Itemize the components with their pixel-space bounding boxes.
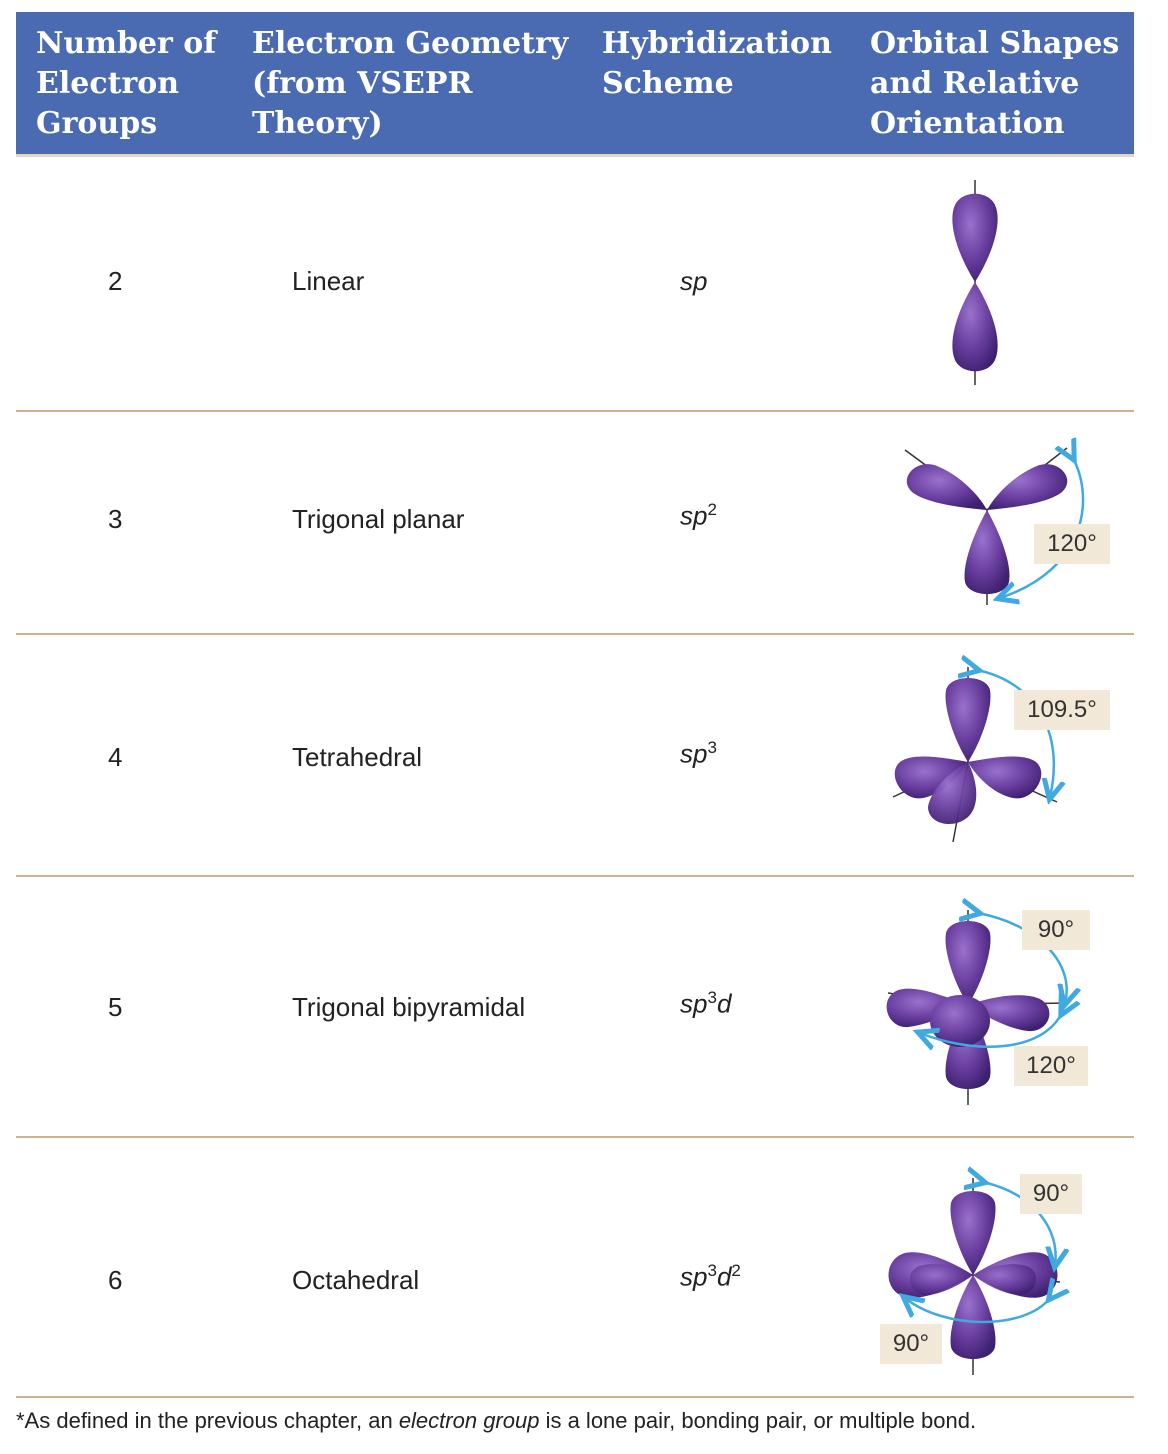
electron-groups-value: 4 xyxy=(108,742,123,772)
row-divider xyxy=(16,1136,1134,1138)
footnote: *As defined in the previous chapter, an … xyxy=(16,1408,977,1433)
geometry-value: Octahedral xyxy=(292,1265,420,1295)
row-divider xyxy=(16,633,1134,635)
hybridization-value: sp3d xyxy=(680,988,732,1019)
electron-groups-value: 3 xyxy=(108,504,123,534)
linear-orbital-diagram xyxy=(952,180,998,385)
geometry-value: Tetrahedral xyxy=(292,742,423,772)
header-electron-groups: Number of Electron Groups xyxy=(36,26,217,141)
angle-label: 90° xyxy=(1022,910,1090,950)
angle-label: 120° xyxy=(1014,1046,1088,1086)
geometry-value: Trigonal bipyramidal xyxy=(292,992,526,1022)
angle-label: 90° xyxy=(880,1324,942,1364)
header-hybridization: Hybridization Scheme xyxy=(602,26,832,101)
row-divider xyxy=(16,410,1134,412)
hybridization-value: sp2 xyxy=(680,500,717,531)
electron-groups-value: 5 xyxy=(108,992,123,1022)
octahedral-orbital-diagram xyxy=(888,1170,1075,1375)
hybridization-value: sp3d2 xyxy=(680,1261,741,1292)
hybridization-value: sp3 xyxy=(680,738,717,769)
electron-groups-value: 6 xyxy=(108,1265,123,1295)
angle-label: 109.5° xyxy=(1014,690,1110,730)
row-divider xyxy=(16,875,1134,877)
row-divider xyxy=(16,1396,1134,1398)
header-electron-geometry: Electron Geometry (from VSEPR Theory) xyxy=(252,26,569,141)
angle-label: 90° xyxy=(1020,1174,1082,1214)
tetrahedral-orbital-diagram xyxy=(892,662,1065,843)
trigonal-bipyramidal-orbital-diagram xyxy=(886,905,1080,1105)
geometry-value: Trigonal planar xyxy=(292,504,465,534)
table-header: Number of Electron Groups Electron Geome… xyxy=(16,12,1134,157)
hybridization-value: sp xyxy=(680,266,708,296)
header-orbital-shapes: Orbital Shapes and Relative Orientation xyxy=(870,26,1120,141)
geometry-value: Linear xyxy=(292,266,365,296)
electron-groups-value: 2 xyxy=(108,266,123,296)
angle-label: 120° xyxy=(1034,524,1110,564)
trigonal-planar-orbital-diagram xyxy=(904,440,1085,605)
